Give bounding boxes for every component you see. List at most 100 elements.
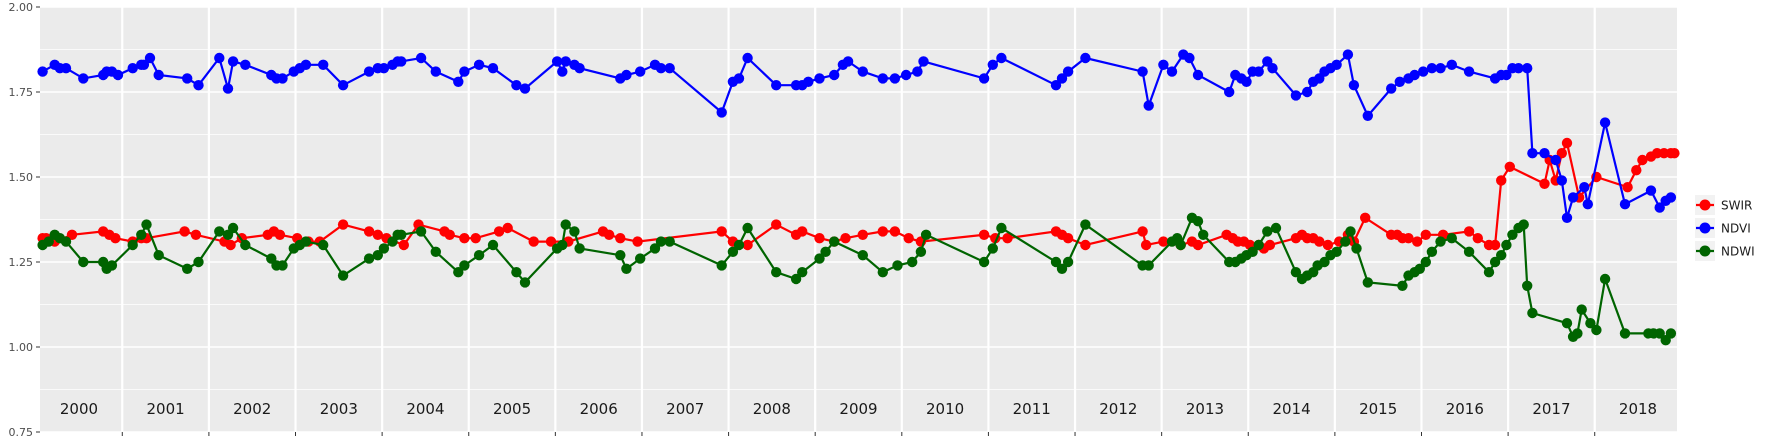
data-point-ndwi [136, 229, 147, 240]
data-point-ndwi [415, 226, 427, 237]
data-point-ndwi [193, 256, 204, 268]
data-point-ndvi [1513, 62, 1524, 74]
data-point-ndvi [415, 52, 427, 64]
data-point-swir [1631, 165, 1642, 176]
data-point-ndwi [1585, 318, 1596, 329]
data-point-ndvi [1331, 59, 1342, 70]
y-tick-label: 1.25 [9, 256, 34, 269]
data-point-ndwi [1414, 263, 1426, 274]
data-point-ndwi [829, 236, 840, 247]
data-point-ndwi [649, 243, 661, 254]
year-label: 2000 [60, 400, 98, 418]
data-point-ndwi [615, 250, 626, 261]
data-point-ndvi [1426, 62, 1438, 74]
data-point-swir [814, 233, 825, 244]
y-tick-label: 0.75 [9, 426, 34, 439]
data-point-ndvi [557, 66, 568, 77]
data-point-ndwi [1143, 260, 1154, 271]
data-point-ndwi [1591, 324, 1602, 336]
data-point-swir [1322, 239, 1334, 251]
data-point-ndvi [1435, 62, 1446, 74]
data-point-swir [1472, 233, 1484, 244]
data-point-swir [1403, 233, 1414, 244]
year-label: 2018 [1619, 400, 1657, 418]
data-point-ndwi [430, 246, 441, 257]
data-point-swir [742, 239, 753, 251]
data-point-ndvi [1056, 73, 1068, 84]
data-point-ndvi [1654, 202, 1665, 213]
data-point-ndwi [1198, 229, 1209, 240]
legend-label: SWIR [1721, 199, 1752, 213]
data-point-ndwi [907, 256, 918, 268]
data-point-ndvi [621, 69, 632, 81]
data-point-ndvi [716, 107, 727, 118]
data-point-swir [840, 233, 851, 244]
data-point-ndvi [227, 56, 239, 67]
data-point-ndwi [1192, 216, 1204, 227]
data-point-ndvi [742, 52, 753, 64]
data-point-ndvi [112, 69, 124, 81]
data-point-ndwi [996, 222, 1007, 234]
data-point-ndvi [1348, 80, 1360, 91]
data-point-ndwi [978, 256, 990, 268]
data-point-ndwi [1576, 304, 1587, 315]
legend-item-ndvi: NDVI [1695, 218, 1751, 238]
data-point-ndwi [1175, 239, 1186, 251]
data-point-ndwi [1489, 256, 1501, 268]
data-point-ndvi [655, 62, 667, 74]
data-point-swir [1622, 182, 1633, 193]
data-point-ndvi [733, 73, 745, 84]
year-label: 2015 [1359, 400, 1397, 418]
data-point-ndwi [1619, 328, 1631, 339]
data-point-ndwi [727, 246, 739, 257]
data-point-swir [978, 229, 990, 240]
data-point-swir [1062, 233, 1074, 244]
data-point-swir [493, 226, 505, 237]
data-point-ndwi [1253, 239, 1264, 251]
data-point-swir [1002, 233, 1013, 244]
data-point-ndwi [1062, 256, 1074, 268]
data-point-ndvi [842, 56, 854, 67]
data-point-swir [1539, 178, 1550, 189]
data-point-swir [179, 226, 190, 237]
data-point-ndvi [1599, 117, 1611, 128]
data-point-ndvi [900, 69, 912, 81]
data-point-swir [1360, 212, 1371, 223]
data-point-ndvi [1080, 52, 1091, 64]
data-point-ndwi [790, 273, 802, 285]
data-point-ndwi [635, 253, 646, 264]
data-point-ndvi [1241, 76, 1252, 88]
data-point-ndvi [511, 80, 522, 91]
data-point-ndvi [1522, 62, 1533, 74]
data-point-ndvi [1418, 66, 1429, 77]
data-point-ndwi [1351, 243, 1362, 254]
data-point-ndwi [742, 222, 753, 234]
data-point-ndvi [978, 73, 990, 84]
year-label: 2002 [233, 400, 271, 418]
year-label: 2016 [1446, 400, 1484, 418]
data-point-ndvi [1409, 69, 1420, 81]
year-label: 2017 [1532, 400, 1570, 418]
data-point-ndvi [144, 52, 156, 64]
data-point-ndwi [1080, 219, 1091, 230]
data-point-swir [877, 226, 888, 237]
data-point-swir [225, 239, 236, 251]
data-point-swir [1637, 154, 1648, 166]
data-point-ndvi [138, 59, 150, 70]
data-point-swir [716, 226, 727, 237]
data-point-ndvi [987, 59, 998, 70]
data-point-ndvi [771, 80, 782, 91]
data-point-ndvi [127, 62, 138, 74]
data-point-swir [1504, 161, 1516, 172]
data-point-ndwi [227, 222, 239, 234]
data-point-ndvi [1342, 49, 1354, 60]
data-point-ndvi [1362, 110, 1374, 122]
data-point-ndvi [1184, 52, 1195, 64]
data-point-ndwi [920, 229, 932, 240]
data-point-ndwi [1340, 236, 1351, 247]
data-point-swir [1080, 239, 1091, 251]
year-label: 2010 [926, 400, 964, 418]
data-point-ndvi [487, 62, 499, 74]
data-point-ndwi [1247, 246, 1258, 257]
data-point-ndvi [519, 83, 531, 94]
